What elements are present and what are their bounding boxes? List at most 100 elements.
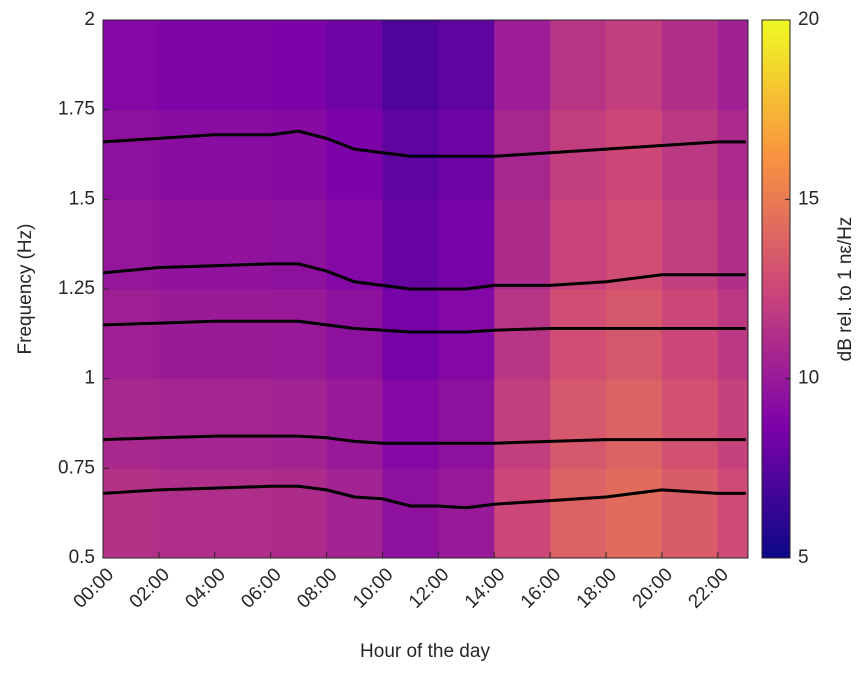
heatmap-cell bbox=[438, 109, 495, 200]
heatmap-cell bbox=[717, 468, 749, 559]
heatmap-cell bbox=[438, 199, 495, 290]
heatmap-cell bbox=[438, 378, 495, 469]
heatmap-cell bbox=[270, 378, 328, 469]
heatmap-cell bbox=[214, 378, 272, 469]
heatmap-cell bbox=[103, 468, 160, 559]
heatmap-cell bbox=[382, 289, 439, 380]
heatmap-cell bbox=[270, 109, 328, 200]
heatmap-cell bbox=[214, 289, 272, 380]
heatmap-cell bbox=[103, 289, 160, 380]
heatmap-cell bbox=[550, 378, 607, 469]
x-tick-label: 02:00 bbox=[126, 564, 174, 612]
heatmap-cell bbox=[158, 468, 216, 559]
heatmap-cell bbox=[326, 289, 383, 380]
x-tick-label: 22:00 bbox=[684, 564, 732, 612]
heatmap-cell bbox=[717, 20, 749, 111]
colorbar-tick-label: 5 bbox=[798, 547, 809, 568]
heatmap-cell bbox=[326, 199, 383, 290]
heatmap-cell bbox=[717, 109, 749, 200]
heatmap-cell bbox=[717, 378, 749, 469]
heatmap-cell bbox=[103, 109, 160, 200]
y-tick-label: 1.75 bbox=[58, 99, 95, 120]
series-line bbox=[102, 434, 746, 445]
heatmap-cell bbox=[494, 378, 551, 469]
x-axis-label: Hour of the day bbox=[360, 641, 490, 662]
heatmap-cell bbox=[494, 289, 551, 380]
heatmap-cell bbox=[494, 468, 551, 559]
heatmap-cell bbox=[661, 289, 719, 380]
heatmap-cell bbox=[550, 468, 607, 559]
heatmap-cell bbox=[270, 468, 328, 559]
heatmap-cell bbox=[606, 289, 663, 380]
y-tick-label: 0.75 bbox=[58, 457, 95, 478]
heatmap-cell bbox=[438, 20, 495, 111]
heatmap-cell bbox=[494, 20, 551, 111]
x-tick-label: 10:00 bbox=[349, 564, 397, 612]
heatmap-cell bbox=[103, 199, 160, 290]
x-tick-label: 00:00 bbox=[70, 564, 118, 612]
heatmap-cell bbox=[326, 20, 383, 111]
y-tick-label: 1 bbox=[84, 368, 95, 389]
heatmap-cell bbox=[326, 109, 383, 200]
heatmap-cell bbox=[382, 199, 439, 290]
heatmap-cell bbox=[661, 20, 719, 111]
x-tick-label: 06:00 bbox=[237, 564, 285, 612]
x-tick-label: 18:00 bbox=[573, 564, 621, 612]
heatmap-cell bbox=[717, 289, 749, 380]
heatmap-cell bbox=[606, 468, 663, 559]
heatmap-cell bbox=[661, 109, 719, 200]
heatmap-cell bbox=[158, 199, 216, 290]
heatmap-cell bbox=[550, 199, 607, 290]
heatmap-cell bbox=[158, 20, 216, 111]
x-tick-label: 12:00 bbox=[405, 564, 453, 612]
heatmap-cell bbox=[550, 109, 607, 200]
heatmap-cell bbox=[438, 468, 495, 559]
colorbar-label: dB rel. to 1 nε/Hz bbox=[835, 217, 856, 362]
heatmap-cell bbox=[550, 20, 607, 111]
heatmap-cell bbox=[103, 20, 160, 111]
heatmap-cell bbox=[606, 378, 663, 469]
heatmap-cell bbox=[158, 109, 216, 200]
series-line bbox=[102, 129, 746, 158]
heatmap-cell bbox=[661, 378, 719, 469]
heatmap-cell bbox=[326, 378, 383, 469]
heatmap-cell bbox=[214, 20, 272, 111]
heatmap-cell bbox=[214, 468, 272, 559]
y-tick-label: 0.5 bbox=[69, 547, 95, 568]
heatmap-cell bbox=[606, 20, 663, 111]
series-line bbox=[102, 319, 746, 334]
colorbar-tick-label: 15 bbox=[798, 188, 819, 209]
heatmap-cell bbox=[382, 20, 439, 111]
x-tick-label: 04:00 bbox=[181, 564, 229, 612]
series-line bbox=[102, 262, 746, 291]
x-tick-label: 16:00 bbox=[517, 564, 565, 612]
y-tick-label: 2 bbox=[84, 9, 95, 30]
heatmap-cell bbox=[270, 289, 328, 380]
heatmap-cell bbox=[270, 20, 328, 111]
heatmap-cell bbox=[270, 199, 328, 290]
heatmap-cell bbox=[103, 378, 160, 469]
heatmap-cell bbox=[382, 378, 439, 469]
heatmap-cell bbox=[494, 199, 551, 290]
heatmap-cell bbox=[326, 468, 383, 559]
heatmap-cell bbox=[661, 468, 719, 559]
y-tick-label: 1.25 bbox=[58, 278, 95, 299]
colorbar-tick-label: 10 bbox=[798, 368, 819, 389]
y-axis-label: Frequency (Hz) bbox=[15, 224, 36, 355]
series-line bbox=[102, 484, 746, 510]
y-tick-label: 1.5 bbox=[69, 188, 95, 209]
x-tick-label: 14:00 bbox=[461, 564, 509, 612]
heatmap-cell bbox=[214, 199, 272, 290]
heatmap-cell bbox=[606, 109, 663, 200]
x-tick-label: 20:00 bbox=[629, 564, 677, 612]
heatmap-cell bbox=[550, 289, 607, 380]
x-tick-label: 08:00 bbox=[293, 564, 341, 612]
heatmap-cell bbox=[214, 109, 272, 200]
heatmap-cell bbox=[158, 378, 216, 469]
heatmap-cell bbox=[158, 289, 216, 380]
heatmap-cell bbox=[382, 468, 439, 559]
colorbar-tick-label: 20 bbox=[798, 9, 819, 30]
colorbar bbox=[761, 19, 791, 559]
